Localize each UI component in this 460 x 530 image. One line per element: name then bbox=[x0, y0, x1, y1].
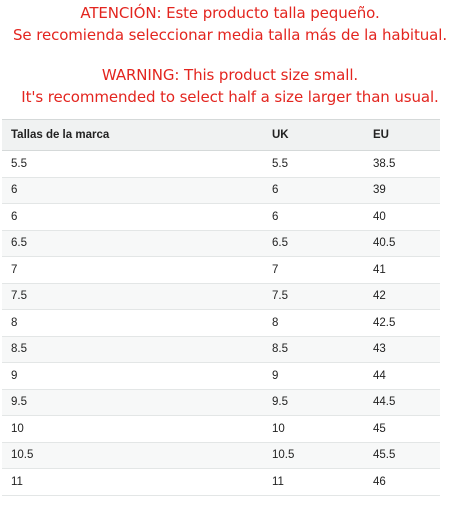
cell-eu-size: 46 bbox=[364, 468, 440, 496]
cell-uk-size: 7.5 bbox=[263, 283, 364, 310]
cell-eu-size: 45 bbox=[364, 415, 440, 443]
cell-eu-size: 42 bbox=[364, 283, 440, 310]
cell-uk-size: 9.5 bbox=[263, 389, 364, 416]
cell-uk-size: 7 bbox=[263, 256, 364, 284]
cell-brand-size: 8 bbox=[2, 309, 263, 337]
table-row: 6 6 39 bbox=[2, 177, 440, 204]
warning-english-line-2: It's recommended to select half a size l… bbox=[21, 88, 439, 106]
cell-uk-size: 9 bbox=[263, 362, 364, 390]
table-row: 5.5 5.5 38.5 bbox=[2, 150, 440, 178]
table-row: 9.5 9.5 44.5 bbox=[2, 389, 440, 416]
cell-brand-size: 9 bbox=[2, 362, 263, 390]
table-row: 10.5 10.5 45.5 bbox=[2, 442, 440, 469]
warning-spanish: ATENCIÓN: Este producto talla pequeño. S… bbox=[0, 2, 460, 46]
table-row: 6.5 6.5 40.5 bbox=[2, 230, 440, 257]
warning-spanish-line-1: ATENCIÓN: Este producto talla pequeño. bbox=[80, 4, 380, 22]
cell-uk-size: 10 bbox=[263, 415, 364, 443]
cell-eu-size: 41 bbox=[364, 256, 440, 284]
cell-eu-size: 40 bbox=[364, 203, 440, 231]
cell-brand-size: 5.5 bbox=[2, 150, 263, 178]
table-row: 7 7 41 bbox=[2, 256, 440, 284]
cell-eu-size: 39 bbox=[364, 177, 440, 204]
cell-brand-size: 7.5 bbox=[2, 283, 263, 310]
table-row: 8 8 42.5 bbox=[2, 309, 440, 337]
warning-english: WARNING: This product size small. It's r… bbox=[0, 64, 460, 108]
table-row: 6 6 40 bbox=[2, 203, 440, 231]
cell-brand-size: 6 bbox=[2, 177, 263, 204]
cell-uk-size: 8.5 bbox=[263, 336, 364, 363]
cell-brand-size: 10.5 bbox=[2, 442, 263, 469]
header-uk: UK bbox=[263, 119, 364, 151]
cell-uk-size: 5.5 bbox=[263, 150, 364, 178]
cell-uk-size: 6 bbox=[263, 203, 364, 231]
size-chart-table: Tallas de la marca UK EU 5.5 5.5 38.5 6 … bbox=[2, 119, 440, 496]
cell-brand-size: 11 bbox=[2, 468, 263, 496]
table-row: 10 10 45 bbox=[2, 415, 440, 443]
cell-brand-size: 9.5 bbox=[2, 389, 263, 416]
cell-brand-size: 6 bbox=[2, 203, 263, 231]
cell-uk-size: 10.5 bbox=[263, 442, 364, 469]
header-eu: EU bbox=[364, 119, 440, 151]
cell-eu-size: 44.5 bbox=[364, 389, 440, 416]
cell-brand-size: 10 bbox=[2, 415, 263, 443]
header-brand-size: Tallas de la marca bbox=[2, 119, 263, 151]
size-chart-header: Tallas de la marca UK EU bbox=[2, 119, 440, 151]
cell-uk-size: 6 bbox=[263, 177, 364, 204]
size-chart-body: 5.5 5.5 38.5 6 6 39 6 6 40 6.5 6.5 40.5 … bbox=[2, 150, 440, 496]
cell-uk-size: 11 bbox=[263, 468, 364, 496]
table-row: 7.5 7.5 42 bbox=[2, 283, 440, 310]
table-row: 11 11 46 bbox=[2, 468, 440, 496]
table-row: 9 9 44 bbox=[2, 362, 440, 390]
cell-uk-size: 8 bbox=[263, 309, 364, 337]
cell-eu-size: 42.5 bbox=[364, 309, 440, 337]
table-row: 8.5 8.5 43 bbox=[2, 336, 440, 363]
cell-brand-size: 8.5 bbox=[2, 336, 263, 363]
cell-eu-size: 40.5 bbox=[364, 230, 440, 257]
cell-eu-size: 38.5 bbox=[364, 150, 440, 178]
cell-eu-size: 44 bbox=[364, 362, 440, 390]
warning-spanish-line-2: Se recomienda seleccionar media talla má… bbox=[12, 26, 447, 44]
cell-brand-size: 6.5 bbox=[2, 230, 263, 257]
cell-brand-size: 7 bbox=[2, 256, 263, 284]
cell-uk-size: 6.5 bbox=[263, 230, 364, 257]
cell-eu-size: 45.5 bbox=[364, 442, 440, 469]
cell-eu-size: 43 bbox=[364, 336, 440, 363]
warning-english-line-1: WARNING: This product size small. bbox=[101, 66, 359, 84]
header-row: Tallas de la marca UK EU bbox=[2, 119, 440, 151]
